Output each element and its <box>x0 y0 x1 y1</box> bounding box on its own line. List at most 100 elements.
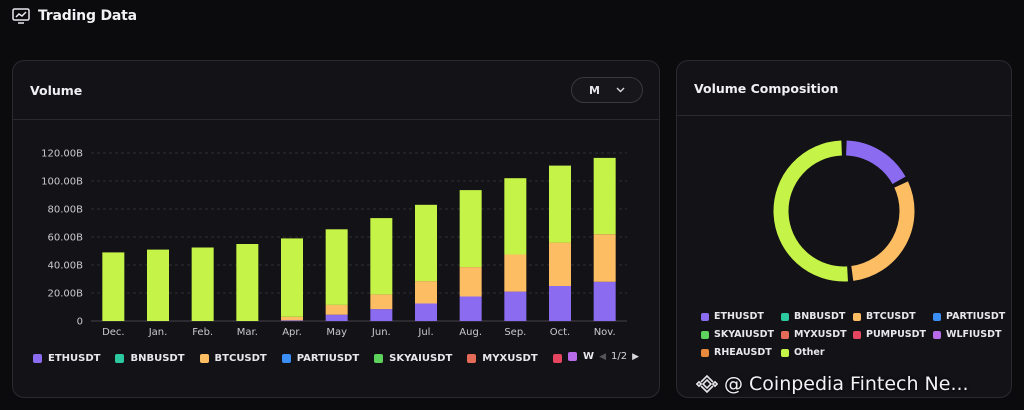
y-tick-label: 120.00B <box>41 149 83 160</box>
legend-item-myxusdt[interactable]: MYXUSDT <box>467 353 538 364</box>
legend-pager: W ◀ 1/2 ▶ <box>564 351 639 362</box>
legend-item-myxusdt[interactable]: MYXUSDT <box>781 329 853 340</box>
bar-segment-ethusdt <box>459 296 482 321</box>
bar-segment-btcusdt <box>504 254 527 292</box>
legend-swatch <box>115 354 125 363</box>
legend-swatch <box>199 354 209 363</box>
legend-item-partiusdt[interactable]: PARTIUSDT <box>933 311 1011 322</box>
bar-segment-btcusdt <box>593 234 616 282</box>
legend-swatch <box>701 348 709 357</box>
legend-swatch <box>552 354 562 363</box>
x-tick-label: Apr. <box>282 327 302 338</box>
legend-label: ETHUSDT <box>48 353 101 364</box>
legend-item-btcusdt[interactable]: BTCUSDT <box>853 311 933 322</box>
bar-segment-ethusdt <box>549 286 571 321</box>
legend-label: WLFIUSDT <box>946 329 1002 340</box>
watermark-text: @ Coinpedia Fintech Ne... <box>724 373 969 395</box>
legend-item-bnbusdt[interactable]: BNBUSDT <box>115 353 185 364</box>
composition-panel-title: Volume Composition <box>694 81 839 96</box>
x-tick-label: Jan. <box>148 327 168 338</box>
page-header: Trading Data <box>12 6 137 26</box>
donut-slice-btcusdt <box>851 181 915 281</box>
pager-next-icon[interactable]: ▶ <box>632 351 639 362</box>
bar-segment-other <box>325 229 348 305</box>
x-tick-label: Aug. <box>459 327 482 338</box>
legend-item-other[interactable]: Other <box>781 347 853 358</box>
bar-segment-other <box>236 244 259 321</box>
bar-segment-other <box>281 238 303 317</box>
legend-item-btcusdt[interactable]: BTCUSDT <box>199 353 267 364</box>
legend-swatch <box>701 312 709 321</box>
legend-item-wlfiusdt[interactable]: WLFIUSDT <box>933 329 1011 340</box>
x-tick-label: Mar. <box>237 327 258 338</box>
legend-item-ethusdt[interactable]: ETHUSDT <box>33 353 100 364</box>
legend-label: RHEAUSDT <box>714 347 772 358</box>
legend-swatch <box>933 330 941 339</box>
x-tick-label: Nov. <box>594 327 616 338</box>
legend-item-truncated[interactable]: W <box>568 351 594 362</box>
y-tick-label: 60.00B <box>48 233 84 244</box>
y-tick-label: 20.00B <box>48 289 84 300</box>
legend-label: PARTIUSDT <box>946 311 1006 322</box>
y-tick-label: 100.00B <box>41 177 83 188</box>
bar-segment-ethusdt <box>415 303 437 321</box>
legend-swatch <box>781 312 789 321</box>
legend-label: ETHUSDT <box>714 311 764 322</box>
bar-segment-other <box>370 218 393 295</box>
legend-label: BNBUSDT <box>130 353 185 364</box>
legend-swatch <box>467 354 477 363</box>
legend-swatch <box>933 312 941 321</box>
legend-item-rheausdt[interactable]: RHEAUSDT <box>701 347 781 358</box>
bar-segment-other <box>549 165 571 243</box>
volume-legend: ETHUSDT BNBUSDT BTCUSDT PARTIUSDT SKYAIUSDT M… <box>33 353 641 364</box>
legend-item-pumpusdt[interactable]: PUMPUSDT <box>853 329 933 340</box>
y-tick-label: 80.00B <box>48 205 84 216</box>
bar-segment-ethusdt <box>325 314 348 321</box>
bar-segment-other <box>191 247 214 321</box>
bar-segment-ethusdt <box>281 320 303 321</box>
bar-segment-other <box>459 190 482 268</box>
x-tick-label: May <box>326 327 347 338</box>
binance-logo-icon <box>696 374 718 394</box>
page-title: Trading Data <box>38 8 137 24</box>
bar-segment-other <box>504 178 527 255</box>
legend-swatch <box>281 354 291 363</box>
bar-segment-btcusdt <box>549 242 571 286</box>
legend-item-bnbusdt[interactable]: BNBUSDT <box>781 311 853 322</box>
legend-swatch <box>781 330 789 339</box>
watermark: @ Coinpedia Fintech Ne... <box>696 373 969 395</box>
bar-segment-btcusdt <box>459 267 482 297</box>
legend-item-skyaiusdt[interactable]: SKYAIUSDT <box>374 353 452 364</box>
legend-label: BNBUSDT <box>794 311 846 322</box>
bar-segment-ethusdt <box>504 291 527 321</box>
pager-prev-icon[interactable]: ◀ <box>599 351 606 362</box>
volume-chart: 0 20.00B 40.00B 60.00B 80.00B 100.00B 120.00B D… <box>41 149 627 338</box>
donut-slice-ethusdt <box>845 140 906 185</box>
chevron-down-icon <box>616 87 625 93</box>
composition-donut-chart <box>773 140 915 282</box>
bar-segment-other <box>147 249 169 321</box>
donut-slice-other <box>773 140 848 282</box>
composition-panel-header: Volume Composition <box>677 61 1011 116</box>
legend-item-partiusdt[interactable]: PARTIUSDT <box>281 353 359 364</box>
x-tick-label: Dec. <box>102 327 125 338</box>
bar-segment-btcusdt <box>325 304 348 315</box>
legend-label: SKYAIUSDT <box>714 329 774 340</box>
legend-item-skyaiusdt[interactable]: SKYAIUSDT <box>701 329 781 340</box>
x-tick-label: Jul. <box>417 327 433 338</box>
volume-panel-header: Volume M <box>13 61 659 120</box>
volume-panel: Volume M 0 20.00B 40.00B 60.00B 80.00B 100.00… <box>12 60 660 398</box>
legend-swatch <box>33 354 42 363</box>
bar-segment-btcusdt <box>415 281 437 304</box>
period-select-value: M <box>589 83 600 97</box>
pager-label: 1/2 <box>610 351 628 362</box>
period-select[interactable]: M <box>571 77 643 103</box>
legend-swatch <box>568 352 578 361</box>
legend-item-ethusdt[interactable]: ETHUSDT <box>701 311 781 322</box>
legend-swatch <box>374 354 384 363</box>
bar-segment-btcusdt <box>281 316 303 321</box>
x-tick-label: Oct. <box>550 327 570 338</box>
legend-label: Other <box>794 347 825 358</box>
bar-segment-other <box>102 252 125 321</box>
legend-swatch <box>853 312 861 321</box>
